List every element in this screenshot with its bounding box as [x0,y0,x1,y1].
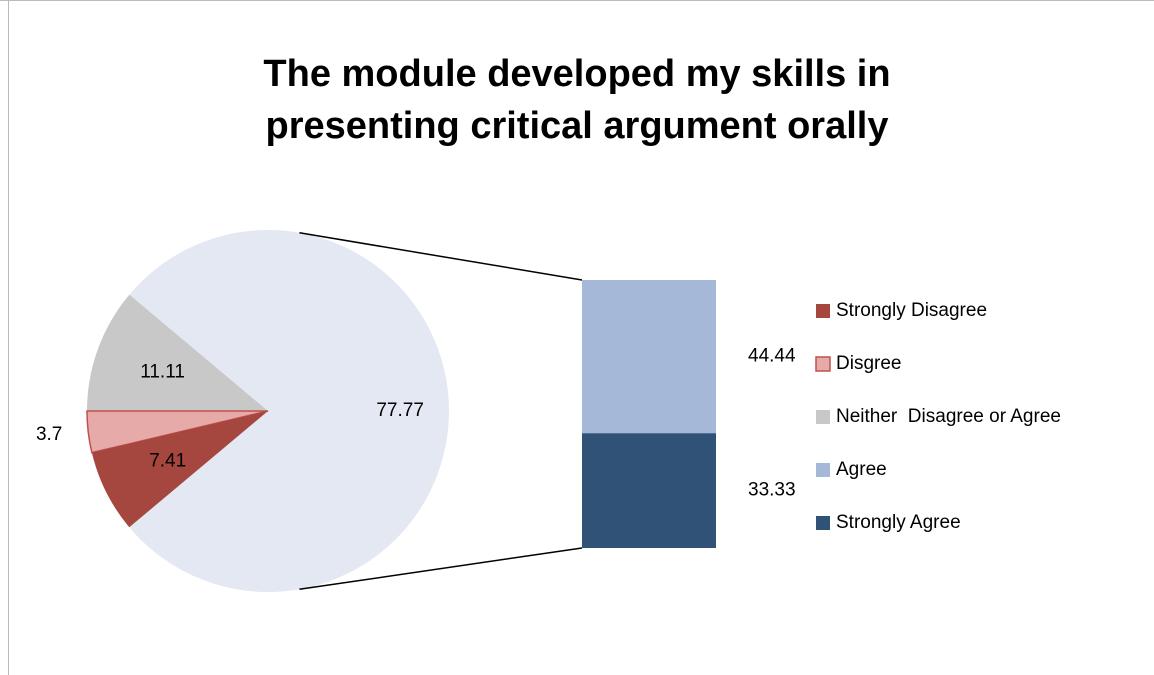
bar-segment [582,433,716,548]
legend-swatch [816,463,830,477]
legend-label: Agree [836,459,887,480]
legend-swatch [816,516,830,530]
data-label: 33.33 [748,480,796,501]
legend-label: Disgree [836,353,901,374]
bar-segment [582,280,716,434]
pie-slice [86,410,269,454]
pie-slice-other [129,229,449,592]
pie-slice [91,411,268,528]
data-label: 3.7 [36,424,62,445]
data-label: 7.41 [149,450,186,471]
connector [299,547,583,590]
data-label: 77.77 [376,400,424,421]
legend-label: Strongly Agree [836,512,961,533]
pie-slice [87,294,269,411]
chart-title: The module developed my skills in presen… [263,53,891,147]
connector [299,232,583,281]
legend-swatch [816,304,830,318]
legend-swatch [816,410,830,424]
data-label: 44.44 [748,346,796,367]
legend-label: Strongly Disagree [836,300,987,321]
legend-label: Neither Disagree or Agree [836,406,1061,427]
legend-swatch [815,356,831,372]
data-label: 11.11 [140,362,185,383]
